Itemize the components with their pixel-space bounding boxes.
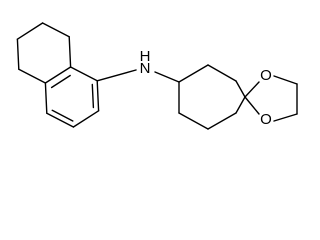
bond — [72, 110, 100, 128]
bond — [41, 22, 70, 38]
bond — [44, 82, 48, 114]
bond — [18, 68, 47, 84]
bond — [96, 69, 137, 82]
bond — [46, 112, 75, 128]
bond — [207, 64, 237, 82]
bond — [235, 80, 246, 98]
bonds — [16, 22, 298, 130]
atom-label: O — [260, 67, 272, 84]
bond — [44, 66, 72, 84]
atom-label: H — [140, 48, 151, 65]
bond — [96, 80, 100, 112]
atom-label: O — [260, 111, 272, 128]
bond — [207, 112, 237, 130]
page: {"atoms": ["H", "N", "O", "O"]} — [16, 22, 298, 130]
atom-label: N — [140, 60, 151, 77]
bond — [16, 38, 20, 70]
bond — [154, 71, 180, 83]
bond — [178, 64, 209, 83]
bond-inner — [50, 74, 71, 89]
bond — [68, 36, 72, 68]
bond-inner — [91, 83, 95, 109]
bond — [244, 96, 260, 115]
bond — [273, 113, 298, 122]
bond-inner — [51, 109, 74, 122]
bond — [69, 66, 98, 82]
molecule-diagram: H N O O — [16, 22, 298, 130]
bond — [235, 96, 246, 114]
bond — [16, 22, 44, 40]
bond — [244, 81, 260, 98]
bond — [273, 75, 298, 85]
bond — [178, 112, 209, 130]
